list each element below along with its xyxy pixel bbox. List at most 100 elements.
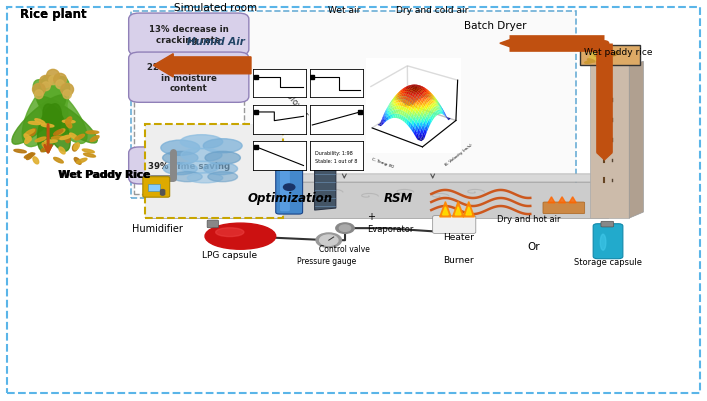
FancyBboxPatch shape: [148, 184, 160, 192]
Ellipse shape: [66, 117, 71, 125]
Text: Wet paddy rice: Wet paddy rice: [585, 48, 653, 57]
Bar: [590, 66, 629, 219]
Ellipse shape: [592, 51, 596, 56]
Polygon shape: [455, 207, 461, 215]
Text: Wet air: Wet air: [328, 6, 361, 14]
Ellipse shape: [75, 135, 84, 141]
Polygon shape: [463, 202, 474, 217]
Text: +: +: [367, 212, 375, 221]
Text: in moisture: in moisture: [160, 73, 217, 83]
Text: Wet Paddy Rice: Wet Paddy Rice: [58, 170, 150, 179]
FancyBboxPatch shape: [134, 16, 244, 194]
Ellipse shape: [24, 135, 31, 141]
Ellipse shape: [38, 76, 68, 140]
Polygon shape: [548, 197, 555, 203]
Text: RSM: RSM: [383, 191, 413, 204]
Text: 13% decrease in: 13% decrease in: [149, 25, 228, 34]
Ellipse shape: [600, 50, 608, 52]
Ellipse shape: [54, 74, 66, 86]
Ellipse shape: [204, 140, 242, 154]
FancyBboxPatch shape: [601, 222, 614, 227]
Ellipse shape: [33, 158, 39, 164]
Ellipse shape: [163, 163, 197, 175]
Circle shape: [320, 235, 338, 246]
Ellipse shape: [173, 172, 202, 182]
Ellipse shape: [180, 135, 223, 149]
Text: Durability: 1:98: Durability: 1:98: [315, 150, 353, 155]
Ellipse shape: [45, 140, 57, 144]
Text: Humid Air: Humid Air: [187, 37, 245, 47]
Ellipse shape: [588, 60, 595, 63]
Ellipse shape: [612, 53, 618, 57]
Ellipse shape: [82, 150, 94, 154]
FancyBboxPatch shape: [543, 203, 585, 214]
FancyArrow shape: [500, 40, 511, 48]
Text: Axial blower: Axial blower: [270, 73, 310, 119]
Text: Stable: 1 out of 8: Stable: 1 out of 8: [315, 159, 357, 164]
Ellipse shape: [66, 122, 72, 129]
Text: Heater: Heater: [443, 232, 474, 241]
Ellipse shape: [22, 77, 70, 147]
Polygon shape: [569, 197, 576, 203]
Y-axis label: B. Velocity (m/s): B. Velocity (m/s): [444, 143, 473, 167]
Ellipse shape: [602, 50, 609, 54]
Ellipse shape: [65, 136, 70, 143]
Ellipse shape: [35, 138, 46, 142]
Text: Or: Or: [527, 242, 540, 251]
Circle shape: [160, 190, 165, 192]
Text: Optimization: Optimization: [247, 191, 332, 204]
Text: Humidifier: Humidifier: [132, 224, 182, 233]
Ellipse shape: [25, 137, 31, 144]
Ellipse shape: [74, 144, 79, 150]
Ellipse shape: [59, 148, 65, 154]
Text: Wet Paddy Rice: Wet Paddy Rice: [59, 170, 151, 179]
Text: Dry and cold air: Dry and cold air: [397, 6, 469, 14]
Polygon shape: [559, 197, 566, 203]
FancyBboxPatch shape: [129, 14, 249, 56]
Ellipse shape: [208, 172, 238, 182]
Ellipse shape: [42, 83, 50, 91]
Ellipse shape: [60, 136, 71, 140]
Ellipse shape: [41, 125, 54, 128]
Ellipse shape: [49, 77, 57, 85]
Ellipse shape: [33, 81, 87, 144]
Ellipse shape: [595, 60, 603, 62]
Ellipse shape: [35, 91, 43, 99]
Ellipse shape: [180, 162, 218, 174]
Text: Control valve: Control valve: [319, 244, 370, 253]
Polygon shape: [315, 162, 336, 211]
FancyBboxPatch shape: [129, 148, 249, 184]
Ellipse shape: [40, 76, 52, 88]
Ellipse shape: [33, 84, 45, 96]
Text: Storage capsule: Storage capsule: [574, 257, 642, 266]
Ellipse shape: [595, 53, 600, 57]
Ellipse shape: [86, 132, 99, 134]
Circle shape: [316, 233, 341, 248]
Ellipse shape: [28, 122, 41, 125]
Ellipse shape: [52, 137, 64, 140]
Circle shape: [160, 192, 165, 194]
Ellipse shape: [205, 152, 240, 165]
Ellipse shape: [76, 159, 87, 164]
FancyBboxPatch shape: [129, 53, 249, 103]
Polygon shape: [466, 207, 472, 215]
Text: 39% Time saving: 39% Time saving: [148, 162, 230, 170]
Ellipse shape: [62, 121, 75, 124]
Bar: [145, 182, 608, 219]
Ellipse shape: [593, 54, 597, 59]
Ellipse shape: [585, 62, 593, 64]
Bar: [580, 46, 640, 66]
Ellipse shape: [37, 105, 62, 152]
Ellipse shape: [597, 60, 602, 64]
FancyBboxPatch shape: [593, 224, 623, 259]
FancyBboxPatch shape: [276, 160, 303, 215]
Circle shape: [600, 42, 609, 47]
Ellipse shape: [163, 152, 198, 165]
Ellipse shape: [42, 143, 49, 150]
FancyBboxPatch shape: [280, 163, 290, 212]
Ellipse shape: [63, 91, 71, 99]
Ellipse shape: [35, 119, 45, 125]
Ellipse shape: [41, 147, 50, 152]
Text: Rice plant: Rice plant: [20, 8, 86, 20]
Text: Pressure gauge: Pressure gauge: [297, 256, 356, 265]
